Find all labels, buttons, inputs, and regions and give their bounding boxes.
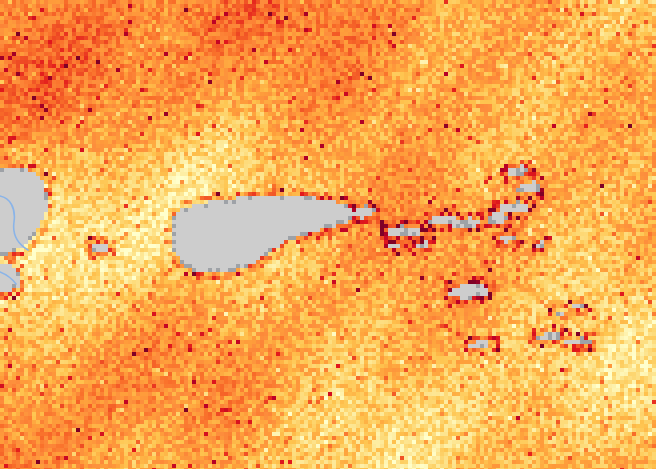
raster-data-layer bbox=[0, 0, 656, 469]
raster-map-figure bbox=[0, 0, 656, 469]
